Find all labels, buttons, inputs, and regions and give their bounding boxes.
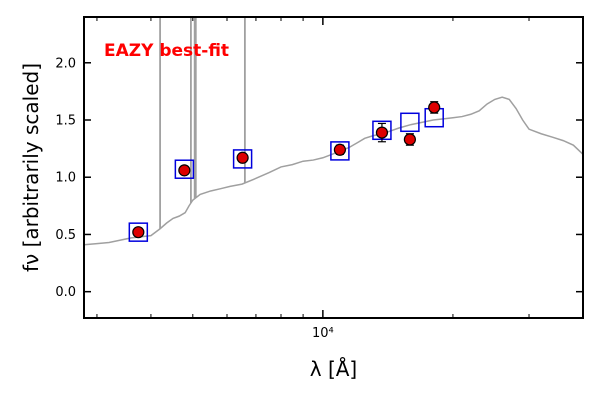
observed-flux-point	[132, 226, 145, 239]
model-flux-square	[128, 222, 149, 242]
x-tick-label: 10⁴	[312, 326, 334, 341]
observed-flux-point	[428, 101, 441, 114]
y-tick-label: 1.5	[55, 114, 76, 129]
template-spectrum-line	[84, 96, 583, 246]
annotation-label: EAZY best-fit	[104, 41, 229, 61]
observed-flux-point	[333, 143, 346, 156]
y-axis-label: fν [arbitrarily scaled]	[19, 63, 43, 272]
y-tick-label: 0.5	[55, 228, 76, 243]
y-tick-label: 0.0	[55, 285, 76, 300]
x-axis-label: λ [Å]	[310, 357, 357, 381]
series-group	[84, 17, 583, 246]
model-flux-square	[330, 141, 350, 161]
y-tick-label: 1.0	[55, 171, 76, 186]
model-flux-square	[400, 112, 420, 133]
observed-flux-point	[178, 164, 191, 177]
axis-ticks: 0.0 0.5 1.0 1.5 2.0 10⁴	[55, 17, 584, 341]
model-flux-square	[174, 159, 195, 179]
observed-flux-point	[236, 151, 249, 164]
plot-area	[84, 17, 583, 246]
plot-frame	[83, 16, 584, 319]
y-tick-label: 2.0	[55, 56, 76, 71]
observed-flux-point	[375, 126, 389, 139]
observed-flux-point	[403, 133, 416, 146]
model-flux-square	[232, 149, 253, 169]
